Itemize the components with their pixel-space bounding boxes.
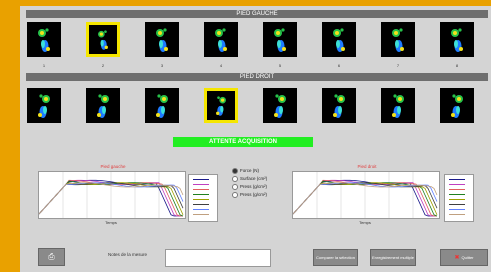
thumbnail-number: 8	[440, 63, 474, 68]
legend-swatch	[193, 214, 209, 215]
thumbnail-number: 4	[204, 63, 238, 68]
thumbnail-number: 2	[86, 63, 120, 68]
right-foot-thumbnail[interactable]	[322, 88, 356, 123]
thumbnail-number: 7	[381, 63, 415, 68]
measure-option[interactable]: Force (N)	[232, 168, 259, 174]
left-foot-thumbnail[interactable]	[204, 22, 238, 57]
notes-input[interactable]	[165, 249, 271, 267]
legend-swatch	[193, 194, 209, 195]
right-foot-thumbnail[interactable]	[263, 88, 297, 123]
thumbnail-number: 5	[263, 63, 297, 68]
option-label: Force (N)	[240, 168, 259, 173]
left-foot-thumbnail[interactable]	[145, 22, 179, 57]
option-label: Press (g/cm²)	[240, 192, 267, 197]
foot-map	[145, 88, 179, 123]
left-foot-header: PIED GAUCHE	[26, 10, 488, 18]
radio[interactable]	[232, 168, 238, 174]
legend-swatch	[193, 179, 209, 180]
record-button[interactable]: Enregistrement multiple	[370, 249, 416, 266]
x-axis-label: Temps	[290, 220, 440, 225]
legend-swatch	[449, 184, 465, 185]
right-foot-thumbnail[interactable]	[440, 88, 474, 123]
right-foot-header: PIED DROIT	[26, 73, 488, 81]
thumbnail-number: 3	[145, 63, 179, 68]
legend-swatch	[449, 204, 465, 205]
x-axis-label: Temps	[36, 220, 186, 225]
left-foot-thumbnail[interactable]	[381, 22, 415, 57]
foot-map	[204, 22, 238, 57]
thumbnail-number: 6	[322, 63, 356, 68]
foot-map	[207, 91, 235, 120]
foot-map	[322, 22, 356, 57]
compare-button[interactable]: Comparer la sélection	[313, 249, 358, 266]
foot-map	[145, 22, 179, 57]
foot-map	[27, 22, 61, 57]
foot-map	[381, 22, 415, 57]
left-foot-thumbnail[interactable]	[440, 22, 474, 57]
legend-swatch	[193, 209, 209, 210]
radio[interactable]	[232, 192, 238, 198]
legend-swatch	[193, 189, 209, 190]
chart-legend	[188, 174, 218, 222]
legend-swatch	[193, 199, 209, 200]
chart-title: Pied droit	[292, 164, 442, 169]
notes-label: Notes de la mesure	[108, 252, 147, 257]
foot-map	[322, 88, 356, 123]
status-banner: ATTENTE ACQUISITION	[173, 137, 313, 147]
left-foot-thumbnail[interactable]	[27, 22, 61, 57]
legend-swatch	[449, 209, 465, 210]
left-foot-thumbnail[interactable]	[263, 22, 297, 57]
measure-option[interactable]: Surface (cm²)	[232, 176, 267, 182]
option-label: Surface (cm²)	[240, 176, 267, 181]
foot-map	[440, 22, 474, 57]
foot-map	[263, 88, 297, 123]
right-foot-thumbnail[interactable]	[145, 88, 179, 123]
legend-swatch	[449, 179, 465, 180]
legend-swatch	[193, 184, 209, 185]
foot-map	[440, 88, 474, 123]
legend-swatch	[449, 189, 465, 190]
measure-option[interactable]: Press (g/cm²)	[232, 184, 267, 190]
foot-map	[86, 88, 120, 123]
left-chart	[38, 171, 186, 219]
right-chart	[292, 171, 440, 219]
foot-map	[89, 25, 117, 54]
chart-title: Pied gauche	[38, 164, 188, 169]
legend-swatch	[193, 204, 209, 205]
foot-map	[263, 22, 297, 57]
radio[interactable]	[232, 176, 238, 182]
foot-map	[381, 88, 415, 123]
quit-button[interactable]: ✖Quitter	[440, 249, 488, 266]
left-foot-thumbnail[interactable]	[86, 22, 120, 57]
app-window: PIED GAUCHE PIED DROIT ATTENTE ACQUISITI…	[0, 0, 491, 272]
chart-legend	[444, 174, 474, 222]
quit-label: Quitter	[462, 255, 474, 260]
main-panel: PIED GAUCHE PIED DROIT ATTENTE ACQUISITI…	[20, 6, 491, 272]
legend-swatch	[449, 214, 465, 215]
print-button[interactable]: ⎙	[38, 248, 65, 266]
left-foot-thumbnail[interactable]	[322, 22, 356, 57]
radio[interactable]	[232, 184, 238, 190]
legend-swatch	[449, 194, 465, 195]
right-foot-thumbnail[interactable]	[204, 88, 238, 123]
measure-option[interactable]: Press (g/cm²)	[232, 192, 267, 198]
option-label: Press (g/cm²)	[240, 184, 267, 189]
right-foot-thumbnail[interactable]	[27, 88, 61, 123]
foot-map	[27, 88, 61, 123]
right-foot-thumbnail[interactable]	[381, 88, 415, 123]
thumbnail-number: 1	[27, 63, 61, 68]
right-foot-thumbnail[interactable]	[86, 88, 120, 123]
legend-swatch	[449, 199, 465, 200]
